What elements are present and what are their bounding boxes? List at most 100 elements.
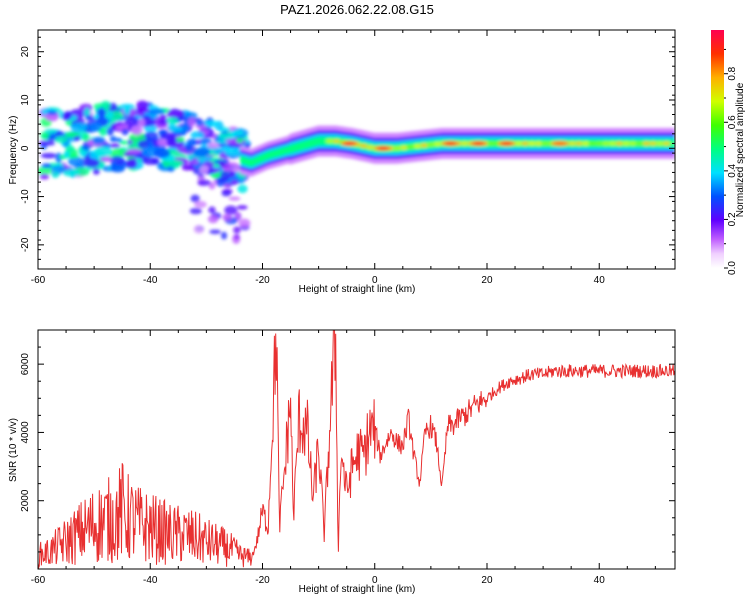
heatmap-blob — [166, 116, 179, 124]
heatmap-blob — [232, 163, 241, 173]
heatmap-ridge-core — [487, 141, 496, 146]
heatmap-blob — [92, 136, 106, 145]
spectrogram-xtick-label: -40 — [143, 275, 158, 286]
heatmap-blob — [110, 162, 117, 171]
snr-y-ticks: 2000 4000 6000 — [20, 329, 675, 553]
heatmap-blob — [85, 115, 93, 121]
heatmap-blob — [238, 218, 251, 228]
heatmap-blob — [121, 128, 129, 136]
snr-xtick-label: 40 — [594, 575, 606, 586]
heatmap-blob — [94, 146, 112, 157]
heatmap-blob — [118, 140, 131, 145]
spectrogram-panel: -60 -40 -20 0 20 40 -20 -10 0 10 20 Height of str… — [8, 29, 676, 295]
heatmap-blob — [217, 132, 233, 140]
spectrogram-xtick-label: 40 — [594, 275, 606, 286]
heatmap-blob — [209, 229, 221, 235]
heatmap-blob — [220, 231, 228, 240]
heatmap-blob — [186, 138, 198, 147]
heatmap-ridge-core — [662, 141, 671, 146]
colorbar-tick-label: 0.0 — [727, 261, 738, 275]
heatmap-blob — [83, 107, 91, 118]
heatmap-blob — [224, 205, 238, 215]
heatmap-ridge-core — [581, 141, 590, 146]
snr-xtick-label: -20 — [255, 575, 270, 586]
colorbar-gradient — [711, 30, 724, 268]
spectrogram-xtick-label: 0 — [372, 275, 378, 286]
heatmap-ridge-core — [521, 141, 530, 146]
heatmap-ridge-core — [460, 141, 469, 146]
heatmap-blob — [44, 128, 58, 134]
heatmap-blob — [237, 184, 248, 194]
spectrogram-x-ticks: -60 -40 -20 0 20 40 — [31, 30, 656, 286]
heatmap-blob — [61, 111, 71, 121]
heatmap-ridge-core — [608, 141, 617, 146]
heatmap-blob — [70, 122, 88, 132]
heatmap-blob — [137, 139, 150, 149]
heatmap-blob — [126, 148, 142, 154]
heatmap-blob — [193, 224, 205, 234]
heatmap-ridge-core — [628, 141, 637, 146]
snr-ytick-label: 4000 — [20, 421, 31, 444]
heatmap-blob — [100, 100, 111, 111]
heatmap-blob — [183, 112, 198, 119]
heatmap-blob — [192, 147, 211, 157]
heatmap-ridge-core — [541, 141, 550, 146]
heatmap-blob — [196, 121, 203, 126]
heatmap-blob — [194, 200, 207, 208]
snr-xtick-label: 0 — [372, 575, 378, 586]
heatmap-blob — [189, 207, 202, 215]
heatmap-blob — [167, 108, 182, 118]
snr-xtick-label: 20 — [481, 575, 493, 586]
heatmap-blob — [147, 141, 155, 147]
heatmap-blob — [63, 150, 71, 159]
snr-panel: -60 -40 -20 0 20 40 2000 4000 6000 Height of st… — [8, 329, 676, 595]
heatmap-ridge-core — [393, 146, 402, 151]
heatmap-ridge-core — [399, 145, 408, 150]
heatmap-blob — [109, 135, 117, 143]
heatmap-ridge-core — [568, 141, 577, 146]
heatmap-blob — [197, 179, 211, 186]
heatmap-blob — [158, 119, 168, 125]
heatmap-blob — [224, 147, 243, 157]
heatmap-ridge-core — [325, 139, 334, 144]
colorbar-tick-label: 0.2 — [727, 212, 738, 226]
heatmap-blob — [126, 158, 138, 169]
figure-title: PAZ1.2026.062.22.08.G15 — [280, 2, 434, 17]
heatmap-blob — [114, 137, 123, 143]
heatmap-blob — [41, 163, 52, 169]
heatmap-ridge-core — [426, 142, 435, 147]
spectrogram-xtick-label: -60 — [31, 275, 46, 286]
heatmap-blob — [157, 138, 167, 147]
snr-ytick-label: 2000 — [20, 489, 31, 512]
spectrogram-ytick-label: 0 — [20, 145, 31, 151]
heatmap-blob — [54, 130, 64, 137]
spectrogram-x-label: Height of straight line (km) — [299, 284, 416, 295]
heatmap-ridge-core — [655, 141, 664, 146]
heatmap-ridge-core — [413, 144, 422, 149]
heatmap-blob — [208, 206, 216, 214]
heatmap-ridge-core — [527, 141, 536, 146]
heatmap-blob — [233, 234, 240, 240]
spectrogram-y-ticks: -20 -10 0 10 20 — [20, 36, 675, 270]
heatmap-ridge-core — [420, 143, 429, 148]
heatmap-blob — [147, 108, 165, 115]
heatmap-ridge-core — [514, 141, 523, 146]
spectrogram-ytick-label: 10 — [20, 94, 31, 106]
heatmap-blob — [106, 127, 114, 136]
heatmap-blob — [218, 160, 226, 167]
heatmap-blob — [230, 180, 239, 185]
heatmap-blob — [222, 213, 232, 222]
heatmap-blob — [190, 194, 200, 203]
heatmap-blob — [199, 138, 213, 144]
heatmap-blob — [190, 131, 205, 139]
heatmap-blob — [65, 145, 75, 153]
colorbar-tick-label: 0.8 — [727, 66, 738, 80]
heatmap-blob — [141, 157, 159, 165]
heatmap-blob — [110, 143, 121, 149]
snr-x-ticks: -60 -40 -20 0 20 40 — [31, 330, 656, 586]
heatmap-blob — [233, 226, 241, 234]
heatmap-hotspot — [553, 141, 566, 146]
heatmap-ridge-core — [359, 143, 368, 148]
heatmap-blob — [216, 179, 226, 187]
spectrogram-xtick-label: 20 — [481, 275, 493, 286]
